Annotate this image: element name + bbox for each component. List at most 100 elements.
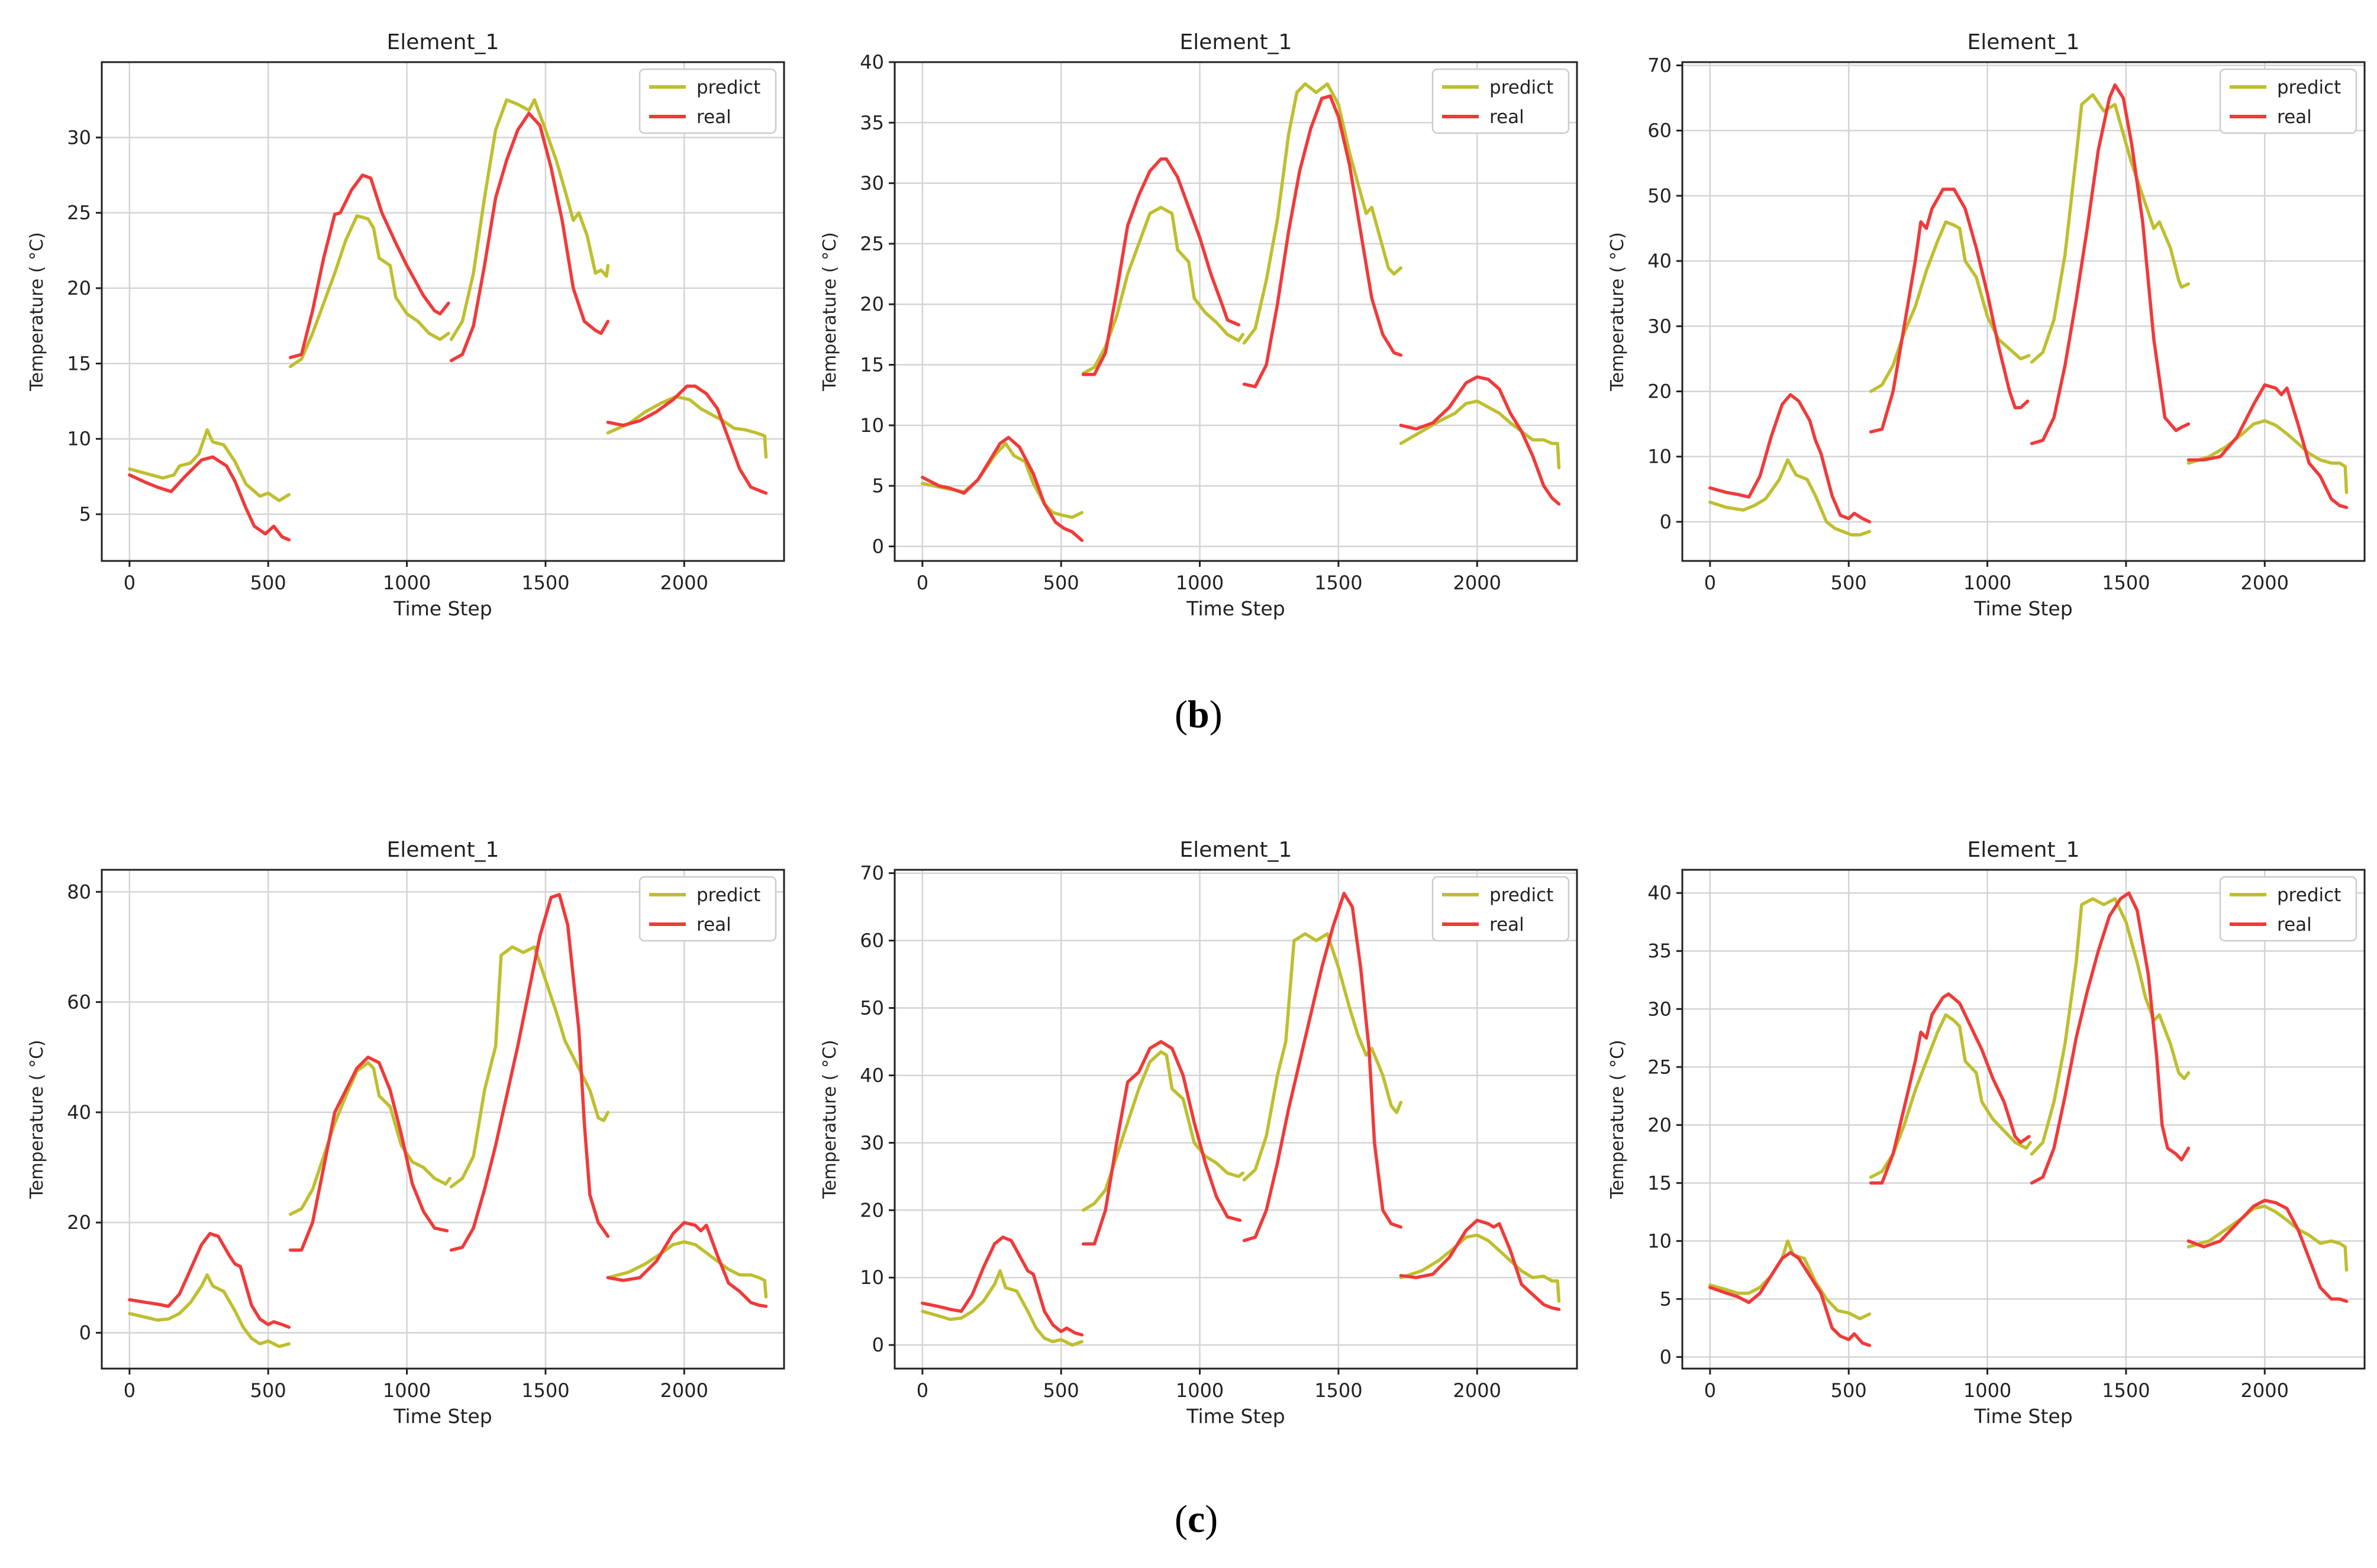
series-predict-line bbox=[449, 98, 610, 341]
series-predict-line bbox=[288, 1061, 451, 1216]
y-axis-label: Temperature ( °C) bbox=[1607, 1040, 1628, 1199]
x-tick-label: 500 bbox=[250, 572, 286, 594]
x-tick-label: 2000 bbox=[1453, 572, 1501, 594]
y-tick-label: 20 bbox=[860, 293, 884, 315]
x-axis-label: Time Step bbox=[1973, 597, 2072, 620]
x-tick-label: 1000 bbox=[1963, 572, 2011, 594]
plot-frame bbox=[894, 869, 1578, 1370]
series-real-line bbox=[1869, 188, 2030, 434]
legend-label-real: real bbox=[1489, 107, 1524, 128]
x-tick-label: 1500 bbox=[521, 1379, 569, 1402]
series-predict-line bbox=[1399, 1233, 1561, 1303]
series-predict-line bbox=[128, 428, 291, 502]
legend-label-predict: predict bbox=[1489, 77, 1553, 98]
y-tick-label: 5 bbox=[872, 475, 884, 497]
series-real-line bbox=[921, 435, 1084, 542]
series-predict-line bbox=[449, 945, 610, 1189]
y-tick-label: 70 bbox=[1647, 54, 1672, 77]
series-real-line bbox=[2030, 83, 2191, 446]
series-predict-line bbox=[288, 214, 450, 369]
y-axis-label: Temperature ( °C) bbox=[27, 1040, 47, 1199]
legend: predict real bbox=[1431, 876, 1570, 942]
legend-label-predict: predict bbox=[2277, 885, 2341, 906]
x-tick-label: 1500 bbox=[1314, 572, 1362, 594]
y-tick-label: 30 bbox=[67, 126, 91, 149]
series-predict-line bbox=[1708, 458, 1872, 537]
x-tick-label: 500 bbox=[250, 1379, 286, 1402]
legend-label-predict: predict bbox=[696, 77, 760, 98]
x-tick-label: 2000 bbox=[660, 1379, 708, 1402]
series-real-line bbox=[1399, 1218, 1561, 1311]
plot-border bbox=[1681, 869, 2366, 1370]
series-real-line bbox=[1242, 892, 1403, 1243]
x-tick-label: 1000 bbox=[1963, 1379, 2011, 1402]
series-real-line bbox=[921, 1235, 1084, 1337]
series-predict-line bbox=[921, 1269, 1084, 1347]
y-tick-label: 25 bbox=[67, 202, 91, 224]
y-tick-label: 10 bbox=[67, 428, 91, 450]
y-tick-label: 40 bbox=[860, 1064, 884, 1086]
y-tick-label: 5 bbox=[79, 503, 91, 525]
legend-label-real: real bbox=[696, 914, 731, 935]
plot-frame bbox=[1681, 869, 2366, 1370]
x-tick-label: 1500 bbox=[1314, 1379, 1362, 1402]
chart-1: 0 500 1000 1500 2000 5 10 15 20 25 30 Element_1 Time… bbox=[27, 30, 785, 620]
plot-border bbox=[1681, 61, 2366, 562]
y-tick-label: 80 bbox=[67, 880, 91, 903]
legend: predict real bbox=[638, 876, 777, 942]
y-tick-label: 0 bbox=[79, 1321, 91, 1344]
x-tick-label: 1000 bbox=[1176, 572, 1224, 594]
series-predict-line bbox=[2186, 1204, 2349, 1272]
chart-5: 0 500 1000 1500 2000 0 10 20 30 40 50 60 70 Element_1… bbox=[820, 838, 1578, 1428]
plot-frame bbox=[1681, 61, 2366, 562]
series-real-line bbox=[606, 384, 768, 495]
y-tick-label: 20 bbox=[860, 1199, 884, 1221]
series-predict-line bbox=[1081, 205, 1244, 375]
chart-title: Element_1 bbox=[1180, 30, 1292, 54]
chart-title: Element_1 bbox=[387, 838, 499, 862]
series-predict-line bbox=[2030, 93, 2191, 364]
y-tick-label: 20 bbox=[67, 1211, 91, 1234]
y-tick-label: 10 bbox=[860, 414, 884, 437]
legend-label-real: real bbox=[2277, 107, 2312, 128]
y-tick-label: 20 bbox=[1647, 380, 1672, 402]
plot-frame bbox=[101, 869, 785, 1370]
x-tick-label: 2000 bbox=[660, 572, 708, 594]
series-predict-line bbox=[1242, 932, 1403, 1182]
x-tick-label: 500 bbox=[1043, 572, 1079, 594]
y-tick-label: 40 bbox=[1647, 882, 1672, 904]
x-axis-label: Time Step bbox=[393, 597, 492, 620]
y-tick-label: 5 bbox=[1660, 1288, 1672, 1310]
series-predict-line bbox=[1869, 1013, 2032, 1179]
legend-label-real: real bbox=[2277, 914, 2312, 935]
y-axis-label: Temperature ( °C) bbox=[1607, 232, 1628, 391]
y-tick-label: 40 bbox=[67, 1101, 91, 1124]
y-tick-label: 60 bbox=[1647, 120, 1672, 142]
series-real-line bbox=[2186, 1198, 2349, 1304]
series-real-line bbox=[449, 893, 610, 1252]
x-tick-label: 1000 bbox=[1176, 1379, 1224, 1402]
y-axis-label: Temperature ( °C) bbox=[27, 232, 47, 391]
legend: predict real bbox=[638, 68, 777, 134]
x-tick-label: 0 bbox=[917, 572, 928, 594]
plot-border bbox=[101, 61, 785, 562]
x-tick-label: 0 bbox=[124, 572, 136, 594]
chart-title: Element_1 bbox=[387, 30, 499, 54]
x-axis-label: Time Step bbox=[1186, 597, 1285, 620]
y-tick-label: 60 bbox=[860, 930, 884, 952]
y-tick-label: 10 bbox=[860, 1266, 884, 1289]
x-tick-label: 0 bbox=[124, 1379, 136, 1402]
y-tick-label: 25 bbox=[1647, 1056, 1672, 1078]
plot-border bbox=[894, 869, 1578, 1370]
x-tick-label: 2000 bbox=[2241, 1379, 2289, 1402]
series-predict-line bbox=[1399, 399, 1561, 470]
y-tick-label: 10 bbox=[1647, 446, 1672, 468]
y-tick-label: 70 bbox=[860, 862, 884, 885]
panel-label-c: (c) bbox=[1175, 1498, 1218, 1541]
x-tick-label: 500 bbox=[1831, 1379, 1867, 1402]
y-tick-label: 10 bbox=[1647, 1230, 1672, 1252]
x-tick-label: 1500 bbox=[2102, 572, 2150, 594]
y-tick-label: 20 bbox=[67, 277, 91, 299]
y-tick-label: 60 bbox=[67, 991, 91, 1014]
